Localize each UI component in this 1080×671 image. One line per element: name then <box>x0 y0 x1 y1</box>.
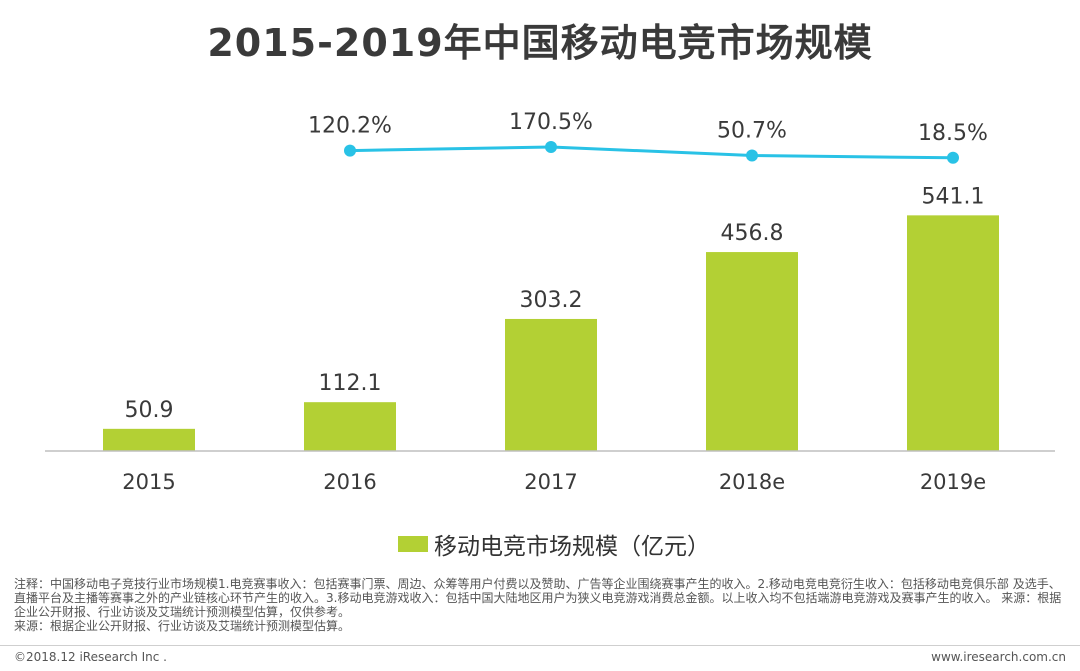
bars-layer <box>103 215 999 451</box>
chart-area: 120.2% 170.5% 50.7% 18.5% 50.9 2015 112.1 2016… <box>45 110 1055 494</box>
bar-value-label: 541.1 <box>922 184 985 209</box>
footer-copyright: ©2018.12 iResearch Inc . <box>14 650 167 664</box>
bar-value-label: 112.1 <box>319 371 382 396</box>
chart-title: 2015-2019年中国移动电竞市场规模 <box>207 21 873 65</box>
x-tick-label: 2018e <box>719 470 785 494</box>
bar-value-label: 303.2 <box>520 288 583 313</box>
growth-point <box>545 141 557 153</box>
growth-line <box>349 145 954 160</box>
legend-swatch <box>398 536 428 552</box>
x-tick-label: 2016 <box>323 470 376 494</box>
growth-point <box>947 151 959 164</box>
growth-value-label: 170.5% <box>509 110 593 135</box>
bar-2015 <box>103 428 195 451</box>
bar-2017 <box>505 318 597 451</box>
legend: 移动电竞市场规模（亿元） <box>398 527 710 561</box>
footer-website[interactable]: www.iresearch.com.cn <box>931 650 1066 664</box>
growth-value-label: 50.7% <box>717 119 787 144</box>
legend-label: 移动电竞市场规模（亿元） <box>434 534 710 560</box>
footer-divider <box>0 645 1080 646</box>
growth-value-label: 120.2% <box>308 114 392 139</box>
x-tick-label: 2015 <box>122 470 175 494</box>
source-text: 来源：根据企业公开财报、行业访谈及艾瑞统计预测模型估算。 <box>14 619 351 633</box>
bar-2019e <box>907 215 999 451</box>
x-tick-label: 2019e <box>920 470 986 494</box>
labels-layer: 50.9 2015 112.1 2016 303.2 2017 456.8 2018e 541.… <box>122 184 986 494</box>
growth-value-label: 18.5% <box>918 121 988 146</box>
growth-point <box>746 149 758 162</box>
growth-point <box>344 144 356 157</box>
growth-line-layer: 120.2% 170.5% 50.7% 18.5% <box>308 110 988 164</box>
bar-2018e <box>706 252 798 451</box>
x-tick-label: 2017 <box>524 470 577 494</box>
bar-value-label: 50.9 <box>125 398 174 423</box>
notes: 注释：中国移动电子竞技行业市场规模1.电竞赛事收入：包括赛事门票、周边、众筹等用… <box>14 577 1070 633</box>
bar-value-label: 456.8 <box>721 221 784 246</box>
note-text: 注释：中国移动电子竞技行业市场规模1.电竞赛事收入：包括赛事门票、周边、众筹等用… <box>14 577 1062 619</box>
bar-2016 <box>304 402 396 451</box>
